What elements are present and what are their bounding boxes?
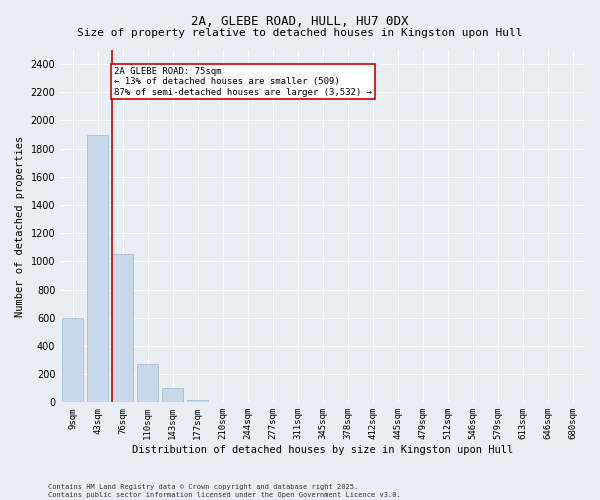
Bar (137, 364, 158, 403)
Text: 2A GLEBE ROAD: 75sqm
← 13% of detached houses are smaller (509)
87% of semi-deta: 2A GLEBE ROAD: 75sqm ← 13% of detached h… (114, 67, 372, 96)
Text: 2A, GLEBE ROAD, HULL, HU7 0DX: 2A, GLEBE ROAD, HULL, HU7 0DX (191, 15, 409, 28)
Bar (112, 254, 133, 402)
Text: Size of property relative to detached houses in Kingston upon Hull: Size of property relative to detached ho… (77, 28, 523, 38)
Bar (87, 134, 108, 402)
Bar (62, 318, 83, 402)
Bar (162, 388, 183, 402)
Y-axis label: Number of detached properties: Number of detached properties (15, 136, 25, 317)
Text: Contains HM Land Registry data © Crown copyright and database right 2025.
Contai: Contains HM Land Registry data © Crown c… (48, 484, 401, 498)
Bar (187, 400, 208, 402)
X-axis label: Distribution of detached houses by size in Kingston upon Hull: Distribution of detached houses by size … (132, 445, 513, 455)
